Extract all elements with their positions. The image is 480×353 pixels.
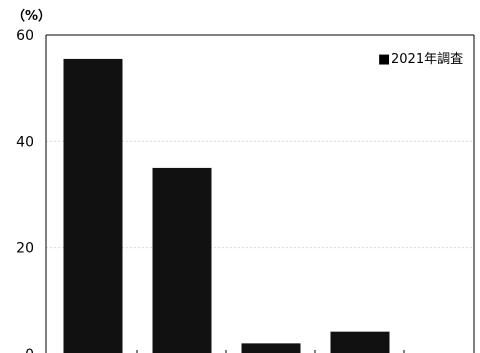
axes	[45, 34, 475, 353]
gridlines	[46, 140, 474, 249]
legend-marker-icon: ■	[378, 52, 390, 67]
y-unit-label: （%）	[12, 8, 51, 24]
bar	[63, 58, 123, 353]
y-tick-label: 20	[16, 241, 34, 257]
bar	[241, 343, 301, 353]
y-tick-label: 40	[16, 134, 34, 150]
y-tick-label: 60	[16, 28, 34, 44]
y-tick-labels: 0 20 40 60	[16, 28, 34, 353]
legend: ■ 2021年調査	[378, 52, 463, 67]
bar	[152, 167, 212, 353]
legend-series-label: 2021年調査	[391, 52, 463, 67]
bar	[330, 331, 390, 353]
y-tick-label: 0	[25, 347, 34, 353]
bars	[63, 58, 390, 353]
